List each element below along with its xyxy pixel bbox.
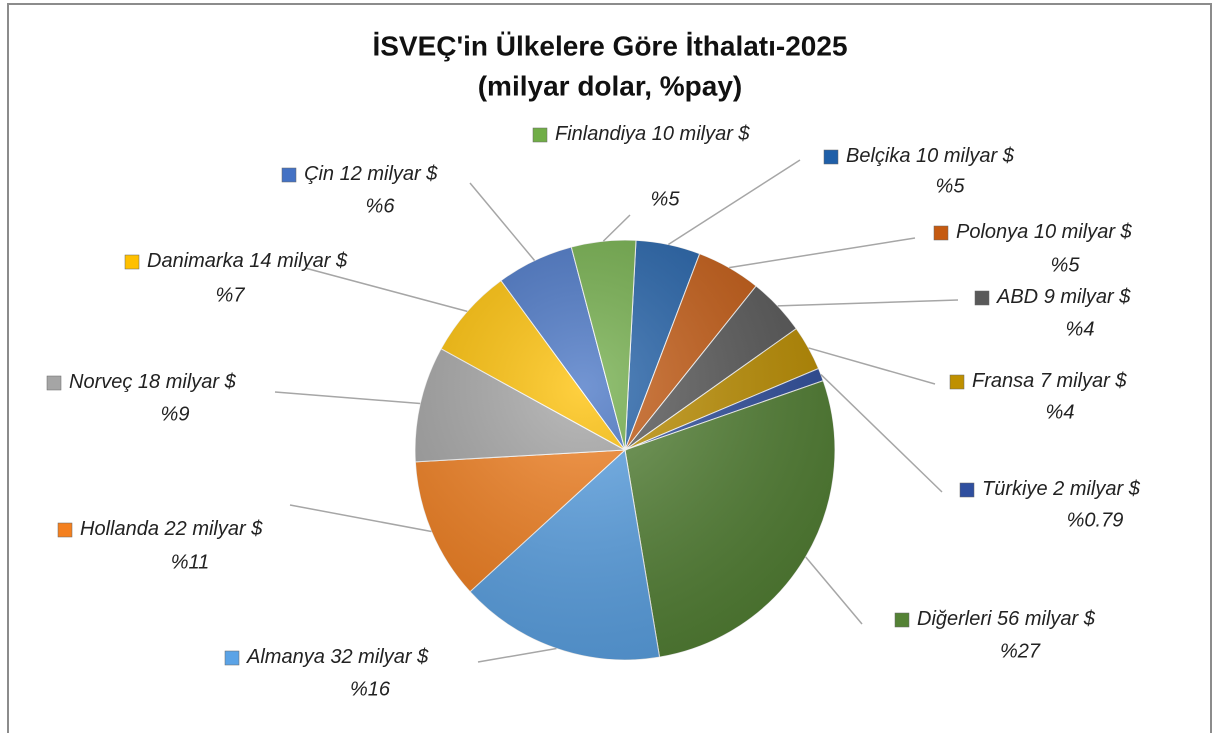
- category-label: Hollanda: [80, 518, 159, 540]
- category-label: Polonya: [956, 221, 1028, 243]
- legend-swatch: [959, 482, 975, 498]
- legend-swatch: [224, 650, 240, 666]
- leader-line: [469, 182, 536, 261]
- value-label: 14 milyar $: [249, 250, 348, 272]
- share-label: %7: [216, 284, 246, 306]
- data-label: ABD 9 milyar $: [996, 286, 1131, 308]
- value-label: 22 milyar $: [164, 518, 264, 540]
- share-label: %16: [350, 678, 391, 700]
- legend-swatch: [124, 254, 140, 270]
- leader-line: [777, 299, 959, 307]
- value-label: 10 milyar $: [652, 123, 751, 145]
- category-label: Diğerleri: [917, 608, 992, 630]
- data-label: Çin 12 milyar $: [304, 163, 438, 185]
- leader-line: [805, 556, 863, 625]
- share-label: %5: [651, 188, 681, 210]
- value-label: 12 milyar $: [340, 163, 439, 185]
- legend-swatch: [46, 375, 62, 391]
- category-label: Norveç: [69, 371, 132, 393]
- leader-line: [289, 504, 432, 533]
- leader-line: [477, 647, 557, 663]
- legend-swatch: [532, 127, 548, 143]
- value-label: 32 milyar $: [330, 646, 429, 668]
- leader-line: [667, 159, 801, 246]
- legend-swatch: [281, 167, 297, 183]
- value-label: 18 milyar $: [138, 371, 237, 393]
- data-label: Polonya 10 milyar $: [956, 221, 1133, 243]
- legend-swatch: [933, 225, 949, 241]
- share-label: %6: [366, 195, 396, 217]
- leader-line: [808, 347, 936, 385]
- value-label: 10 milyar $: [1034, 221, 1133, 243]
- value-label: 56 milyar $: [997, 608, 1096, 630]
- share-label: %9: [161, 403, 190, 425]
- value-label: 2 milyar $: [1052, 478, 1141, 500]
- leader-line: [274, 391, 421, 405]
- data-label: Belçika 10 milyar $: [846, 145, 1015, 167]
- legend-swatch: [894, 612, 910, 628]
- data-label: Fransa 7 milyar $: [972, 370, 1127, 392]
- category-label: Çin: [304, 163, 334, 185]
- legend-swatch: [949, 374, 965, 390]
- share-label: %5: [1051, 254, 1081, 276]
- share-label: %5: [936, 175, 966, 197]
- value-label: 9 milyar $: [1044, 286, 1132, 308]
- leader-line: [304, 267, 468, 313]
- chart-title: İSVEÇ'in Ülkelere Göre İthalatı-2025: [372, 30, 847, 61]
- category-label: Almanya: [246, 646, 325, 668]
- share-label: %27: [1000, 640, 1041, 662]
- category-label: Danimarka: [147, 250, 244, 272]
- value-label: 7 milyar $: [1040, 370, 1128, 392]
- data-label: Türkiye 2 milyar $: [982, 478, 1141, 500]
- legend-swatch: [57, 522, 73, 538]
- data-label: Hollanda 22 milyar $: [80, 518, 263, 540]
- legend-swatch: [974, 290, 990, 306]
- data-label: Norveç 18 milyar $: [69, 371, 237, 393]
- leader-line: [820, 374, 943, 493]
- share-label: %4: [1046, 401, 1075, 423]
- chart-subtitle: (milyar dolar, %pay): [478, 70, 743, 101]
- category-label: Fransa: [972, 370, 1034, 392]
- data-label: Danimarka 14 milyar $: [147, 250, 348, 272]
- data-label: Almanya 32 milyar $: [246, 646, 429, 668]
- value-label: 10 milyar $: [916, 145, 1015, 167]
- category-label: Finlandiya: [555, 123, 646, 145]
- category-label: Belçika: [846, 145, 910, 167]
- leader-line: [729, 237, 916, 269]
- share-label: %0.79: [1067, 509, 1124, 531]
- share-label: %4: [1066, 318, 1095, 340]
- leader-line: [602, 214, 631, 242]
- category-label: Türkiye: [982, 478, 1048, 500]
- category-label: ABD: [996, 286, 1038, 308]
- legend-swatch: [823, 149, 839, 165]
- data-label: Finlandiya 10 milyar $: [555, 123, 750, 145]
- data-label: Diğerleri 56 milyar $: [917, 608, 1096, 630]
- share-label: %11: [171, 551, 210, 573]
